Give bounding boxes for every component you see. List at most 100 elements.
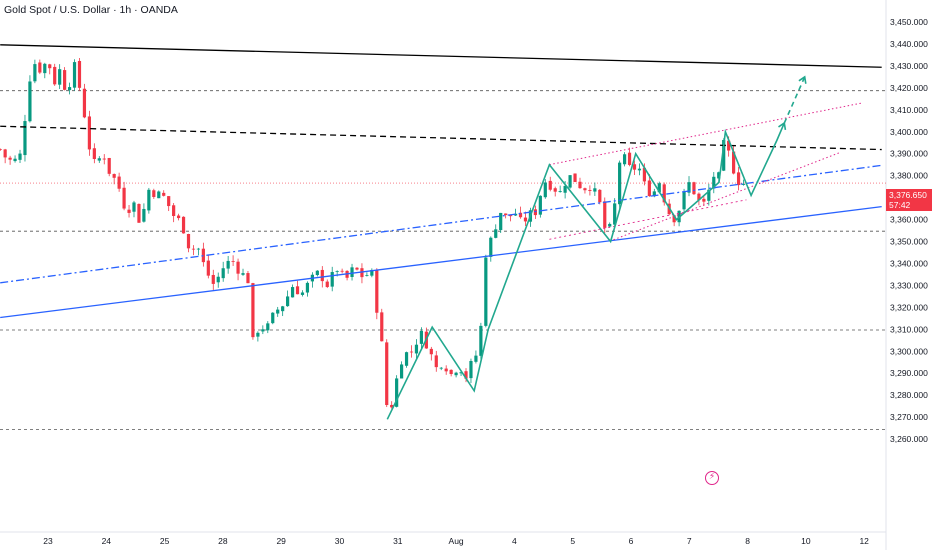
y-tick-label: 3,440.000: [890, 39, 928, 49]
candle-body: [499, 212, 503, 231]
candle-body: [722, 139, 726, 171]
candle-body: [732, 151, 736, 174]
candle-body: [167, 196, 171, 207]
y-tick-label: 3,260.000: [890, 434, 928, 444]
y-tick-label: 3,290.000: [890, 368, 928, 378]
candle-body: [459, 372, 463, 374]
candle-body: [107, 157, 111, 174]
candle-body: [380, 312, 384, 342]
candle-body: [305, 282, 310, 293]
zigzag-projection: [386, 122, 786, 420]
candle-body: [355, 267, 359, 270]
candle-body: [28, 81, 32, 122]
candle-body: [548, 180, 552, 190]
candle-body: [618, 162, 622, 205]
candle-body: [261, 329, 265, 332]
projection-arrowhead: [798, 75, 807, 84]
candle-body: [727, 140, 731, 151]
candle-body: [637, 168, 642, 171]
y-tick-label: 3,340.000: [890, 258, 928, 268]
candle-body: [419, 330, 424, 344]
candle-body: [687, 182, 691, 193]
candle-body: [484, 257, 488, 326]
candle-body: [613, 203, 617, 225]
candle-body: [0, 149, 2, 150]
bar-countdown: 57:42: [889, 200, 911, 210]
x-tick-label: 5: [570, 536, 575, 546]
candle-body: [707, 189, 711, 201]
blue-support-line: [0, 205, 882, 319]
candle-body: [221, 268, 225, 279]
y-tick-label: 3,330.000: [890, 280, 928, 290]
candle-body: [320, 269, 324, 282]
candle-body: [632, 164, 637, 170]
candle-body: [350, 267, 354, 277]
candle-body: [211, 274, 215, 284]
candle-body: [682, 191, 686, 210]
candle-body: [87, 116, 91, 150]
candle-body: [444, 368, 448, 372]
candle-body: [142, 208, 146, 222]
candle-body: [18, 153, 22, 160]
y-tick-label: 3,450.000: [890, 17, 928, 27]
candle-body: [72, 62, 77, 88]
candle-body: [112, 174, 116, 178]
y-tick-label: 3,430.000: [890, 61, 928, 71]
x-tick-label: 23: [43, 536, 53, 546]
y-tick-label: 3,360.000: [890, 215, 928, 225]
candle-body: [712, 176, 716, 189]
candle-body: [290, 287, 295, 298]
flash-icon[interactable]: ⚡: [705, 471, 719, 485]
candle-body: [672, 215, 676, 223]
candle-body: [741, 184, 746, 185]
x-tick-label: 4: [512, 536, 517, 546]
candle-body: [340, 270, 344, 272]
candle-body: [692, 182, 696, 195]
x-tick-label: 7: [687, 536, 692, 546]
candle-body: [622, 154, 627, 165]
last-price-value: 3,376.650: [889, 190, 927, 200]
y-tick-label: 3,420.000: [890, 83, 928, 93]
candle-body: [414, 344, 419, 354]
candle-body: [454, 372, 458, 376]
candle-body: [137, 203, 141, 223]
candle-body: [97, 158, 101, 161]
candle-body: [553, 188, 557, 192]
candle-body: [251, 283, 255, 338]
candle-body: [201, 248, 205, 263]
candle-body: [563, 185, 567, 193]
candle-body: [439, 367, 443, 369]
candle-body: [23, 121, 27, 156]
candle-body: [489, 237, 493, 257]
candle-body: [593, 188, 597, 192]
chart-title: Gold Spot / U.S. Dollar · 1h · OANDA: [4, 4, 178, 16]
candle-body: [360, 268, 364, 278]
candle-body: [588, 190, 592, 191]
y-tick-label: 3,390.000: [890, 149, 928, 159]
candle-body: [186, 234, 191, 249]
candle-body: [300, 292, 305, 295]
candle-body: [132, 202, 136, 212]
x-tick-label: 8: [745, 536, 750, 546]
candle-body: [92, 148, 96, 160]
black-resistance-line: [0, 44, 882, 68]
candle-body: [330, 272, 334, 287]
candle-body: [627, 152, 632, 165]
y-tick-label: 3,320.000: [890, 302, 928, 312]
x-tick-label: 31: [393, 536, 403, 546]
candle-body: [533, 209, 537, 216]
candle-body: [404, 352, 409, 366]
candle-body: [494, 229, 498, 238]
candle-body: [147, 189, 151, 211]
candle-body: [122, 187, 126, 209]
candle-body: [608, 223, 612, 227]
candle-body: [206, 260, 210, 276]
candle-body: [395, 378, 399, 407]
candle-body: [231, 261, 235, 262]
candle-body: [172, 205, 176, 217]
x-tick-label: 30: [335, 536, 345, 546]
x-tick-label: 10: [801, 536, 811, 546]
blue-dashdot-trend-line: [0, 164, 882, 284]
candle-body: [697, 193, 701, 201]
